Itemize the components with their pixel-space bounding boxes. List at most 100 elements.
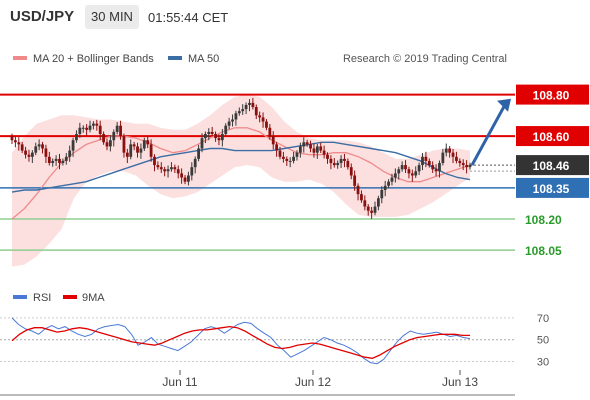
rsi-tick-label: 70 bbox=[537, 313, 549, 325]
candle bbox=[241, 104, 245, 115]
candle-body bbox=[203, 133, 207, 139]
candle bbox=[190, 162, 194, 181]
candle bbox=[319, 142, 323, 154]
candle bbox=[404, 160, 407, 173]
candle bbox=[387, 179, 390, 189]
candle bbox=[356, 183, 360, 201]
level-label-resistance: 108.80 bbox=[533, 89, 570, 103]
candle-body bbox=[421, 156, 424, 166]
candle bbox=[207, 128, 211, 141]
candle bbox=[468, 162, 472, 170]
x-tick-label: Jun 13 bbox=[442, 375, 478, 389]
candle bbox=[363, 195, 367, 211]
candle-body bbox=[431, 165, 435, 170]
candle-body bbox=[200, 138, 204, 149]
candle-body bbox=[251, 102, 255, 108]
candle-body bbox=[244, 104, 248, 110]
candle-body bbox=[315, 146, 319, 153]
candle-body bbox=[180, 173, 184, 178]
candle-body bbox=[27, 154, 31, 157]
candle-body bbox=[197, 148, 200, 159]
candle bbox=[146, 136, 150, 149]
candle-body bbox=[13, 140, 17, 143]
candle-body bbox=[44, 148, 48, 157]
candle-body bbox=[248, 102, 251, 105]
candle bbox=[173, 164, 177, 173]
candle bbox=[81, 125, 85, 133]
candle bbox=[326, 152, 329, 164]
candle-body bbox=[176, 169, 180, 174]
candle bbox=[58, 153, 61, 170]
level-label-support: 108.05 bbox=[525, 244, 562, 258]
candle bbox=[71, 137, 75, 157]
candle-body bbox=[295, 152, 299, 157]
candle bbox=[132, 141, 136, 151]
candle bbox=[455, 151, 458, 164]
candle bbox=[421, 153, 424, 171]
candle bbox=[122, 133, 126, 158]
candle bbox=[414, 166, 418, 178]
candle bbox=[54, 155, 58, 166]
candle-body bbox=[210, 131, 214, 134]
candle bbox=[34, 142, 38, 156]
candle bbox=[166, 165, 170, 178]
candle bbox=[305, 139, 309, 147]
candle bbox=[92, 121, 95, 130]
candle bbox=[268, 124, 272, 140]
candle-body bbox=[444, 148, 448, 153]
candle-body bbox=[214, 133, 217, 139]
candle bbox=[441, 148, 445, 166]
candle bbox=[98, 120, 102, 141]
candle-body bbox=[71, 140, 75, 151]
candle-body bbox=[465, 165, 469, 168]
bollinger-band bbox=[12, 94, 470, 267]
candle-body bbox=[353, 175, 357, 186]
candle-body bbox=[146, 140, 150, 145]
candle bbox=[451, 148, 455, 164]
candle-body bbox=[407, 169, 411, 174]
candle bbox=[339, 155, 343, 168]
candle bbox=[13, 136, 17, 148]
candle-body bbox=[237, 111, 241, 114]
candle-body bbox=[360, 194, 363, 201]
candle-body bbox=[34, 146, 38, 153]
candle bbox=[129, 139, 133, 160]
candle bbox=[227, 117, 231, 130]
candle bbox=[336, 160, 340, 169]
candle bbox=[37, 139, 41, 151]
legend-label-ma20: MA 20 + Bollinger Bands bbox=[33, 53, 154, 65]
candle-body bbox=[268, 127, 272, 137]
candle-body bbox=[47, 156, 51, 164]
candle-body bbox=[24, 150, 27, 155]
candle bbox=[41, 141, 44, 154]
candle-body bbox=[373, 206, 377, 213]
symbol-label: USD/JPY bbox=[10, 8, 75, 25]
candle bbox=[156, 161, 160, 170]
candle-body bbox=[390, 177, 394, 182]
candle-body bbox=[190, 167, 194, 176]
candle-body bbox=[271, 136, 275, 145]
candle-body bbox=[383, 185, 387, 190]
candle bbox=[431, 161, 435, 173]
candle bbox=[315, 143, 319, 159]
candle-body bbox=[397, 169, 401, 174]
candle-body bbox=[468, 165, 472, 168]
candle bbox=[112, 129, 116, 147]
candle-body bbox=[95, 123, 99, 126]
candle-body bbox=[265, 121, 268, 128]
level-tag-last bbox=[516, 155, 589, 176]
candle-body bbox=[170, 167, 173, 170]
candle-body bbox=[387, 181, 390, 186]
x-tick-label: Jun 11 bbox=[162, 375, 197, 389]
timeframe-button[interactable]: 30 MIN bbox=[85, 5, 139, 29]
candle bbox=[465, 160, 469, 174]
candle bbox=[366, 204, 370, 216]
rsi-9ma-line bbox=[11, 325, 470, 359]
rsi-legend: RSI 9MA bbox=[13, 292, 105, 304]
candle bbox=[95, 119, 99, 131]
candle-body bbox=[98, 125, 102, 134]
candle bbox=[285, 156, 289, 166]
bollinger-band-area bbox=[12, 94, 470, 267]
candle bbox=[393, 168, 397, 183]
candle bbox=[30, 150, 34, 164]
